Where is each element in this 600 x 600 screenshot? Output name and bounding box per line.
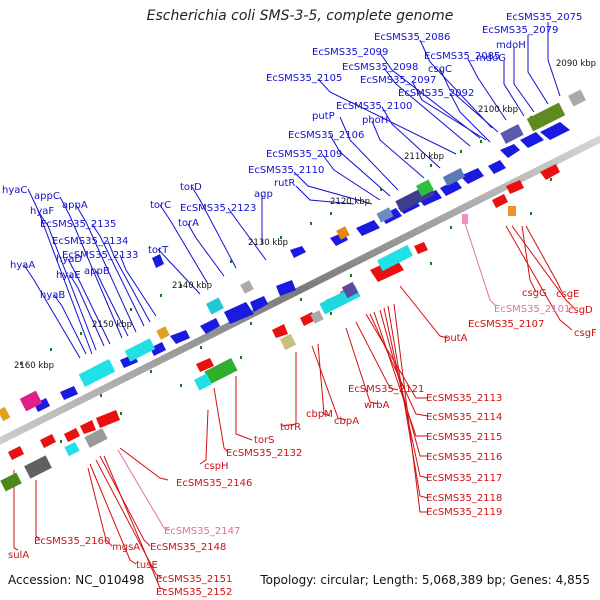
genome-backbone (0, 135, 600, 445)
tick-label: 2100 kbp (478, 105, 518, 115)
gene-label: EcSMS35_2106 (288, 130, 364, 141)
gene-label: mdoH (496, 40, 526, 51)
top-gene-labels: EcSMS35_2075 EcSMS35_2079 mdoH EcSMS35_2… (2, 12, 582, 301)
gene-label: EcSMS35_2113 (426, 393, 502, 404)
gene-label: EcSMS35_2107 (468, 319, 544, 330)
gene-label: EcSMS35_2133 (62, 250, 138, 261)
gene-label: cbpA (334, 416, 359, 427)
gene-label: rutR (274, 178, 295, 189)
gene-label: EcSMS35_2160 (34, 536, 110, 547)
gene-label: hyaD (56, 254, 82, 265)
gene-label: agp (254, 189, 273, 200)
gene-label: EcSMS35_2132 (226, 448, 302, 459)
gene-label: EcSMS35_2085 (424, 51, 500, 62)
top-leader-lines (23, 22, 561, 359)
gene-label: appB (84, 266, 110, 277)
gene-label: EcSMS35_2146 (176, 478, 252, 489)
gene-label: EcSMS35_2110 (248, 165, 324, 176)
gene-label: phoH (362, 115, 388, 126)
gene-label: EcSMS35_2117 (426, 473, 502, 484)
gene-label: hyaF (30, 206, 54, 217)
gene-label: torT (148, 245, 169, 256)
gene-label: csgF (574, 328, 597, 339)
gene-label: EcSMS35_2109 (266, 149, 342, 160)
gene-label: hyaA (10, 260, 35, 271)
gene-label: hyaE (56, 270, 81, 281)
gene-label: putP (312, 111, 335, 122)
gene-label: EcSMS35_2115 (426, 432, 502, 443)
genome-summary: Topology: circular; Length: 5,068,389 bp… (260, 573, 590, 587)
gene-label: mgsA (112, 542, 140, 553)
gene-label: EcSMS35_2086 (374, 32, 450, 43)
forward-strand-blocks (0, 89, 586, 422)
gene-label: EcSMS35_2114 (426, 412, 502, 423)
gene-label: EcSMS35_2079 (482, 25, 558, 36)
gene-label: torD (180, 182, 202, 193)
gene-label: hyaB (40, 290, 65, 301)
map-title: Escherichia coli SMS-3-5, complete genom… (146, 8, 454, 24)
tick-label: 2160 kbp (14, 361, 54, 371)
pseudo-leader-lines (117, 213, 497, 531)
gene-label: EcSMS35_2100 (336, 101, 412, 112)
gene-label: EcSMS35_2135 (40, 219, 116, 230)
gene-label: tusE (136, 560, 158, 571)
bottom-gene-labels: csgG csgE csgD EcSMS35_2107 csgF putA Ec… (8, 288, 597, 598)
tick-label: 2150 kbp (92, 320, 132, 330)
gene-label: EcSMS35_2075 (506, 12, 582, 23)
accession-text: Accession: NC_010498 (8, 573, 145, 587)
gene-label: EcSMS35_2152 (156, 587, 232, 598)
gene-label: EcSMS35_2118 (426, 493, 502, 504)
gene-label: EcSMS35_2151 (156, 574, 232, 585)
tick-label: 2130 kbp (248, 238, 288, 248)
gene-label: EcSMS35_2147 (164, 526, 240, 537)
gene-label: EcSMS35_2123 (180, 203, 256, 214)
gene-label: torC (150, 200, 171, 211)
upper-tick-track (60, 178, 552, 443)
gene-label: torS (254, 435, 275, 446)
gene-label: csgG (522, 288, 547, 299)
gene-label: hyaC (2, 185, 27, 196)
gene-label: csgD (568, 305, 593, 316)
gene-label: cbpM (306, 409, 333, 420)
gene-label: EcSMS35_2119 (426, 507, 502, 518)
gene-label: EcSMS35_2101 (494, 304, 570, 315)
gene-label: EcSMS35_2105 (266, 73, 342, 84)
lower-tick-track (20, 116, 532, 365)
gene-label: mdoG (476, 53, 506, 64)
gene-label: EcSMS35_2134 (52, 236, 128, 247)
tick-label: 2090 kbp (556, 59, 596, 69)
gene-label: appC (34, 191, 60, 202)
gene-label: EcSMS35_2099 (312, 47, 388, 58)
reverse-strand-blocks (0, 206, 516, 492)
gene-label: torA (178, 218, 199, 229)
tick-label: 2120 kbp (330, 197, 370, 207)
tick-label: 2140 kbp (172, 281, 212, 291)
gene-label: EcSMS35_2148 (150, 542, 226, 553)
gene-label: wrbA (364, 400, 390, 411)
pseudo-gene-labels: EcSMS35_2101 EcSMS35_2147 (164, 304, 570, 537)
gene-label: appA (62, 200, 88, 211)
gene-label: sulA (8, 550, 29, 561)
gene-label: csgE (556, 289, 579, 300)
tick-label: 2110 kbp (404, 152, 444, 162)
gene-label: cspH (204, 461, 229, 472)
bottom-leader-lines (13, 225, 575, 591)
gene-label: putA (444, 333, 468, 344)
tick-labels: 2090 kbp 2100 kbp 2110 kbp 2120 kbp 2130… (14, 59, 596, 371)
gene-label: EcSMS35_2116 (426, 452, 502, 463)
gene-label: EcSMS35_2092 (398, 88, 474, 99)
gene-label: torR (280, 422, 301, 433)
gene-label: EcSMS35_2098 (342, 62, 418, 73)
gene-label: csgC (428, 64, 452, 75)
gene-label: EcSMS35_2097 (360, 75, 436, 86)
gene-label: EcSMS35_2121 (348, 384, 424, 395)
